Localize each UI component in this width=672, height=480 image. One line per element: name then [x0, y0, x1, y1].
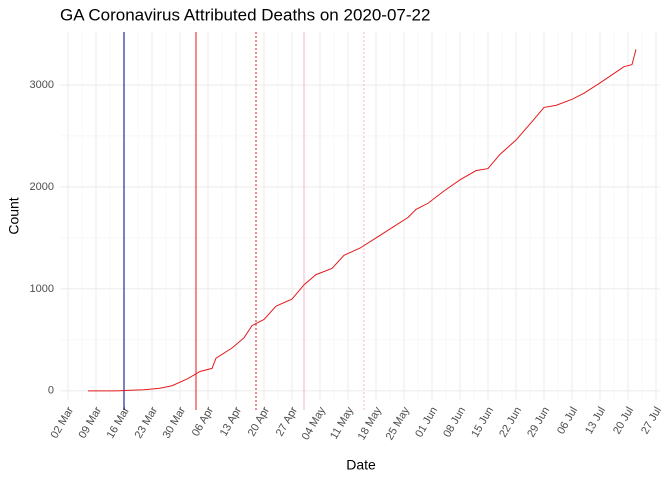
- x-tick-label: 15 Jun: [469, 405, 496, 440]
- x-tick-label: 18 May: [356, 405, 385, 443]
- x-tick-label: 23 Mar: [133, 405, 161, 441]
- y-tick-label: 1000: [30, 283, 54, 295]
- x-tick-label: 02 Mar: [49, 405, 77, 441]
- x-tick-label: 27 Jul: [639, 405, 664, 436]
- x-tick-label: 29 Jun: [525, 405, 552, 440]
- y-tick-label: 3000: [30, 79, 54, 91]
- data-line: [88, 49, 637, 392]
- x-axis-title: Date: [346, 457, 376, 473]
- x-tick-label: 16 Mar: [105, 405, 133, 441]
- x-tick-label: 01 Jun: [413, 405, 440, 440]
- x-tick-label: 27 Apr: [274, 405, 300, 439]
- chart-title: GA Coronavirus Attributed Deaths on 2020…: [60, 5, 430, 24]
- x-tick-label: 20 Apr: [246, 405, 272, 439]
- x-tick-label: 13 Apr: [218, 405, 244, 439]
- x-tick-label: 30 Mar: [161, 405, 189, 441]
- x-tick-label: 22 Jun: [497, 405, 524, 440]
- x-tick-label: 09 Mar: [77, 405, 105, 441]
- y-axis-title: Count: [6, 197, 22, 234]
- x-tick-label: 25 May: [384, 405, 413, 443]
- x-tick-label: 04 May: [300, 405, 329, 443]
- x-tick-label: 08 Jun: [441, 405, 468, 440]
- x-tick-label: 13 Jul: [583, 405, 608, 436]
- x-tick-label: 06 Jul: [555, 405, 580, 436]
- x-tick-label: 20 Jul: [611, 405, 636, 436]
- x-tick-label: 06 Apr: [190, 405, 216, 439]
- y-tick-label: 2000: [30, 181, 54, 193]
- y-tick-label: 0: [48, 385, 54, 397]
- x-tick-label: 11 May: [328, 405, 356, 442]
